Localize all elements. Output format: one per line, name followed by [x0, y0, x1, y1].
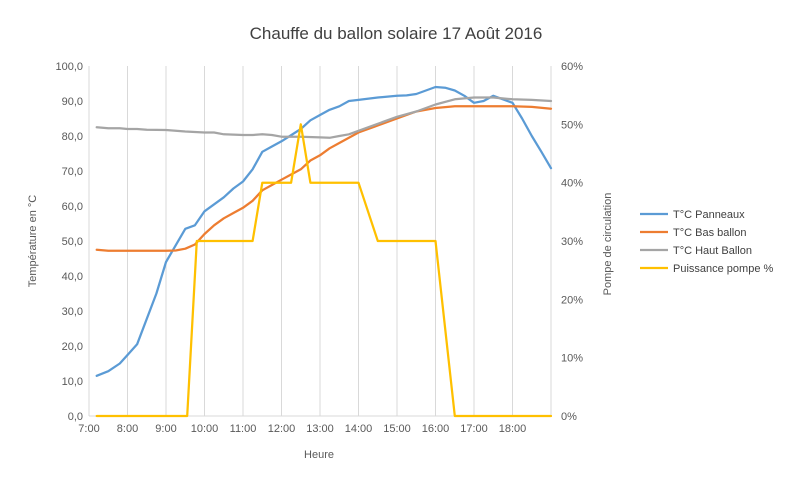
y-tick-label: 60,0 [62, 201, 83, 213]
y-tick-label: 0,0 [68, 411, 83, 423]
y-tick-label: 90,0 [62, 96, 83, 108]
legend-label: Puissance pompe % [673, 263, 773, 275]
y2-tick-label: 20% [561, 294, 583, 306]
legend: T°C Panneaux T°C Bas ballon T°C Haut Ballo… [640, 209, 773, 275]
y-tick-label: 40,0 [62, 271, 83, 283]
y2-tick-label: 40% [561, 178, 583, 190]
x-tick-label: 12:00 [268, 423, 296, 435]
grid-layer [88, 66, 552, 416]
x-tick-label: 14:00 [345, 423, 373, 435]
legend-label: T°C Haut Ballon [673, 245, 752, 257]
y-tick-label: 70,0 [62, 166, 83, 178]
y-tick-label: 10,0 [62, 376, 83, 388]
y-tick-label: 80,0 [62, 131, 83, 143]
y2-tick-label: 60% [561, 61, 583, 73]
x-tick-label: 17:00 [460, 423, 488, 435]
y2-axis-title: Pompe de circulation [602, 193, 614, 296]
x-tick-label: 16:00 [422, 423, 450, 435]
chart-title: Chauffe du ballon solaire 17 Août 2016 [250, 24, 543, 43]
x-tick-label: 10:00 [191, 423, 219, 435]
y-tick-label: 100,0 [55, 61, 83, 73]
x-tick-label: 7:00 [78, 423, 99, 435]
y2-tick-label: 50% [561, 119, 583, 131]
x-tick-label: 9:00 [155, 423, 176, 435]
series-layer [95, 85, 553, 418]
x-tick-label: 13:00 [306, 423, 334, 435]
legend-label: T°C Bas ballon [673, 227, 747, 239]
y-tick-label: 20,0 [62, 341, 83, 353]
series-line-t-c-haut-ballon [95, 96, 553, 139]
y-tick-label: 50,0 [62, 236, 83, 248]
x-tick-label: 15:00 [383, 423, 411, 435]
y-axis-title: Température en °C [27, 195, 39, 287]
x-tick-label: 8:00 [117, 423, 138, 435]
x-axis-title: Heure [304, 449, 334, 461]
axes-layer: 7:00 8:00 9:00 10:00 11:00 12:00 13:00 14:00 15:… [55, 61, 583, 435]
series-line-puissance-pompe [95, 123, 553, 418]
x-tick-label: 11:00 [230, 423, 257, 435]
legend-label: T°C Panneaux [673, 209, 745, 221]
series-line-t-c-bas-ballon [95, 105, 553, 252]
y2-tick-label: 30% [561, 236, 583, 248]
x-tick-label: 18:00 [499, 423, 527, 435]
y-tick-label: 30,0 [62, 306, 83, 318]
y2-tick-label: 10% [561, 353, 583, 365]
series-line-t-c-panneaux [95, 85, 553, 377]
y2-tick-label: 0% [561, 411, 577, 423]
